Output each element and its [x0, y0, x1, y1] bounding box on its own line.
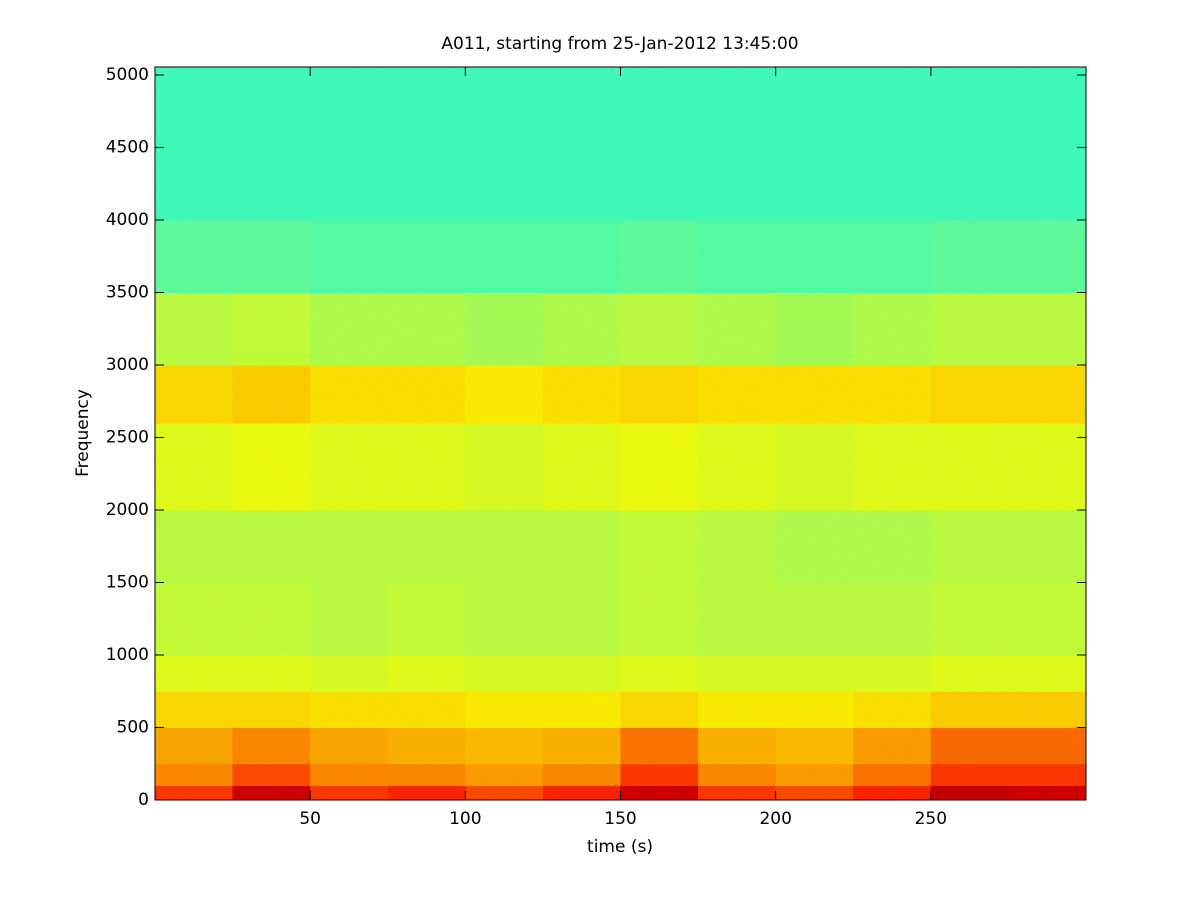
y-tick-label: 2000 [106, 500, 149, 520]
y-tick-label: 2500 [106, 427, 149, 447]
y-tick-label: 3000 [106, 355, 149, 375]
y-tick-label: 4000 [106, 210, 149, 230]
x-tick-label: 200 [759, 809, 791, 829]
y-tick-label: 500 [117, 717, 149, 737]
x-axis-label: time (s) [587, 837, 653, 857]
y-tick-label: 0 [138, 790, 149, 810]
x-tick-label: 100 [449, 809, 481, 829]
x-tick-label: 150 [604, 809, 636, 829]
y-axis-label: Frequency [73, 389, 93, 477]
y-tick-label: 1000 [106, 645, 149, 665]
texture [155, 67, 1086, 800]
y-tick-label: 3500 [106, 282, 149, 302]
x-tick-label: 50 [299, 809, 321, 829]
x-tick-label: 250 [915, 809, 947, 829]
chart-title: A011, starting from 25-Jan-2012 13:45:00 [441, 34, 798, 54]
y-tick-label: 1500 [106, 572, 149, 592]
y-tick-label: 4500 [106, 137, 149, 157]
y-tick-label: 5000 [106, 65, 149, 85]
